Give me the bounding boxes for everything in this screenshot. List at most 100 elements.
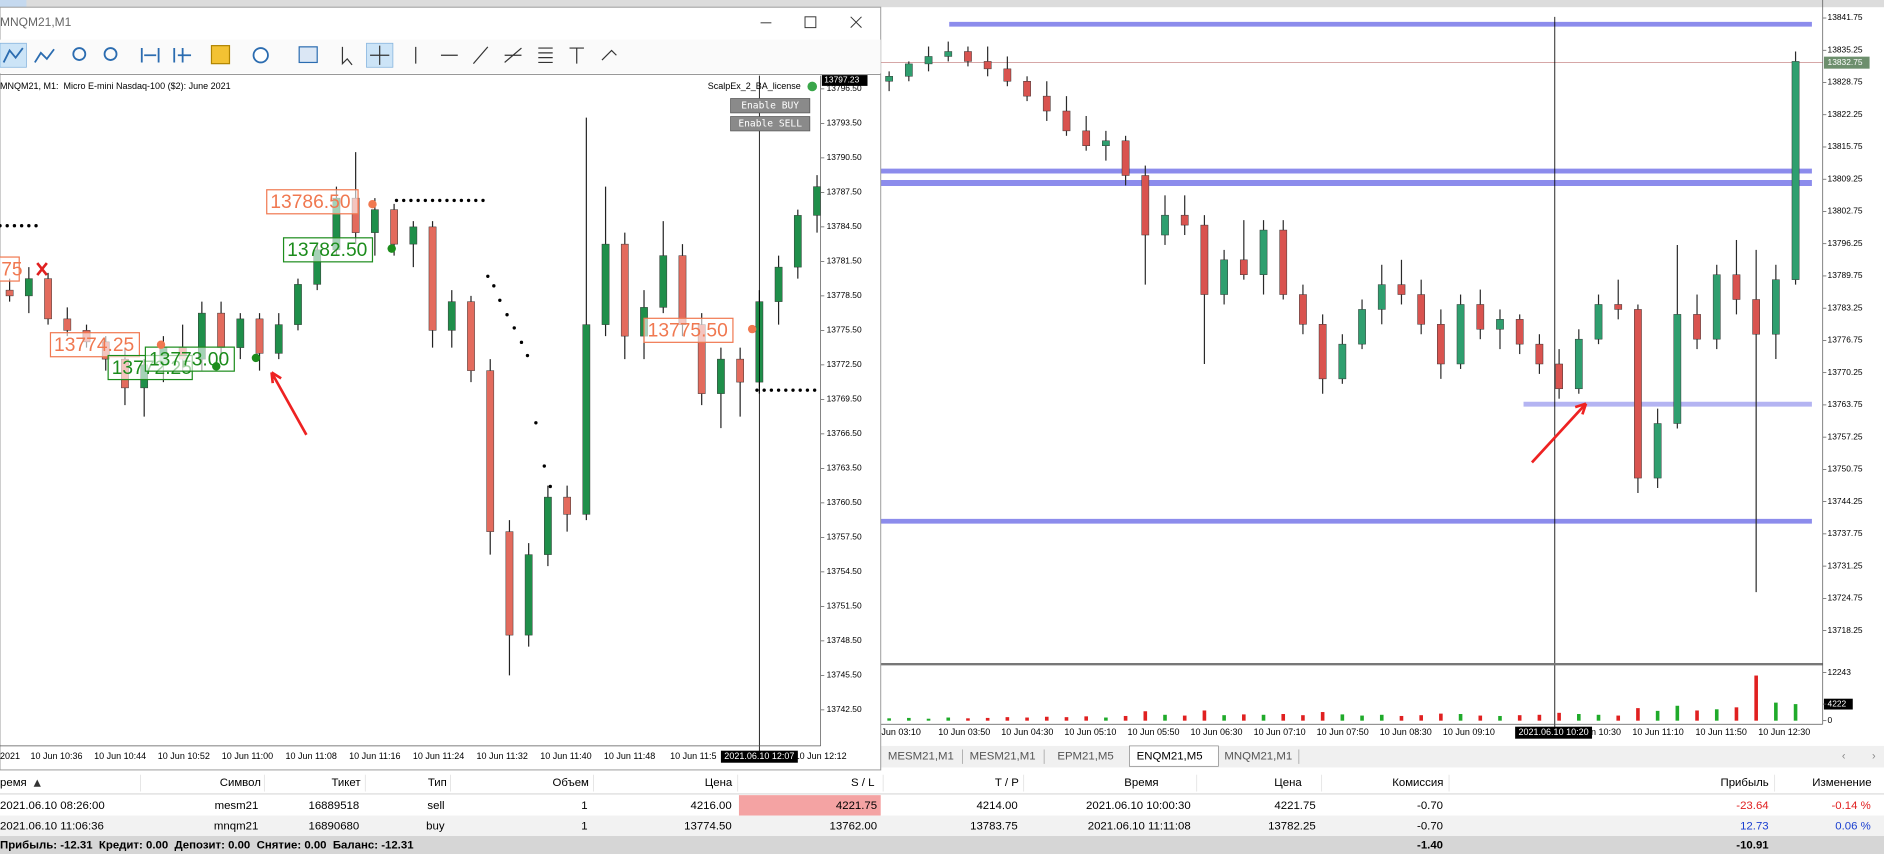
stop-dot xyxy=(798,388,802,392)
ea-button-label[interactable]: Enable SELL xyxy=(738,119,802,130)
crosshair-time: 2021.06.10 12:07 xyxy=(724,751,794,761)
y-tick-label: 13744.25 xyxy=(1828,496,1863,506)
candle-body xyxy=(793,215,802,268)
y-tick-label: 13787.50 xyxy=(827,187,862,197)
stop-dot xyxy=(430,198,435,203)
column-header[interactable]: Цена xyxy=(705,777,733,789)
ea-button[interactable] xyxy=(730,98,811,114)
x-tick-label: 10 Jun 05:10 xyxy=(1064,727,1116,737)
toolbar-icon[interactable] xyxy=(298,46,318,64)
table-cell: 13782.25 xyxy=(1268,820,1316,832)
toolbar-icon[interactable] xyxy=(504,47,553,64)
column-header[interactable]: T / P xyxy=(995,777,1019,789)
toolbar-icon[interactable] xyxy=(140,48,160,63)
table-cell: 13762.00 xyxy=(830,820,878,832)
candle-body xyxy=(467,301,475,371)
toolbar-icon[interactable] xyxy=(72,47,87,61)
candle-body xyxy=(1062,110,1071,132)
toolbar-icon[interactable] xyxy=(415,46,489,65)
y-tick-label: 13750.75 xyxy=(1828,464,1863,474)
candle-body xyxy=(1594,304,1603,340)
volume-bar xyxy=(1577,714,1581,721)
toolbar-icon[interactable] xyxy=(210,45,231,65)
candle-body xyxy=(1752,299,1761,335)
column-header[interactable]: Цена xyxy=(1274,777,1302,789)
ea-button[interactable] xyxy=(730,116,811,132)
order-dot xyxy=(212,362,221,371)
table-cell: 0.06 % xyxy=(1835,820,1871,832)
y-tick-label: 13751.50 xyxy=(827,601,862,611)
x-tick-label: 10 Jun 11:40 xyxy=(540,751,591,761)
candle-body xyxy=(1712,274,1721,340)
tab[interactable]: MESM21,M1 xyxy=(888,751,954,763)
table-cell: -0.70 xyxy=(1417,820,1443,832)
column-header[interactable]: Тип xyxy=(428,777,447,789)
stop-dot xyxy=(402,198,406,203)
toolbar-icon[interactable] xyxy=(569,47,617,64)
stop-dot xyxy=(805,388,810,392)
table-row[interactable] xyxy=(0,795,1884,816)
toolbar-icon[interactable] xyxy=(252,47,269,64)
y-tick-label: 13796.50 xyxy=(827,83,862,93)
column-header[interactable]: Прибыль xyxy=(1720,777,1768,789)
toolbar-icon[interactable] xyxy=(34,48,55,63)
column-header[interactable]: Время xyxy=(1124,777,1158,789)
volume-bar xyxy=(1104,717,1108,721)
candle-body xyxy=(63,318,72,331)
toolbar-icon[interactable] xyxy=(370,45,390,65)
tab[interactable]: MESM21,M1 xyxy=(970,751,1036,763)
annotation-arrow xyxy=(1530,402,1588,464)
candle-body xyxy=(1161,214,1169,236)
x-tick-label: 10 Jun 11:00 xyxy=(222,751,273,761)
ea-button-label[interactable]: Enable BUY xyxy=(741,101,799,112)
volume-bar xyxy=(1419,715,1423,721)
volume-pane xyxy=(887,675,1798,721)
close-button[interactable] xyxy=(850,16,862,28)
volume-bar xyxy=(1478,715,1483,721)
column-header[interactable]: Комиссия xyxy=(1392,777,1443,789)
table-cell: -0.14 % xyxy=(1831,800,1870,812)
tab[interactable]: EPM21,M5 xyxy=(1057,751,1113,763)
toolbar-icon[interactable] xyxy=(2,47,24,63)
volume-bar xyxy=(907,717,911,721)
candle-body xyxy=(717,358,725,394)
tab[interactable]: MNQM21,M1 xyxy=(1224,751,1292,763)
column-header[interactable]: ремя xyxy=(0,777,27,789)
tool-active[interactable] xyxy=(0,42,27,68)
candle-body xyxy=(1121,140,1130,176)
y-tick-label: 13731.25 xyxy=(1828,560,1863,570)
maximize-button[interactable] xyxy=(804,16,817,29)
column-header[interactable]: Тикет xyxy=(331,777,361,789)
column-header[interactable]: Объем xyxy=(553,777,590,789)
volume-bar xyxy=(1281,714,1286,721)
column-header[interactable]: Изменение xyxy=(1812,777,1871,789)
toolbar-icon[interactable] xyxy=(173,48,192,63)
stop-dot xyxy=(776,388,781,392)
table-header-bg xyxy=(0,771,1884,794)
y-tick-label: 13776.75 xyxy=(1828,335,1863,345)
table-cell: 2021.06.10 11:06:36 xyxy=(0,820,104,832)
volume-bar xyxy=(1695,710,1699,721)
x-tick-label: 10 Jun 10:52 xyxy=(158,751,210,761)
current-price-box xyxy=(1823,56,1870,69)
candle-body xyxy=(1180,214,1189,226)
y-tick-label: 13766.50 xyxy=(827,428,862,438)
candle-body xyxy=(983,61,992,70)
y-tick-label: 13737.75 xyxy=(1828,528,1863,538)
current-price-label: 13797.23 xyxy=(824,75,859,85)
indicator-dot xyxy=(505,313,509,317)
toolbar-icon[interactable] xyxy=(103,47,118,61)
column-header[interactable]: Символ xyxy=(220,777,261,789)
sort-arrow xyxy=(33,779,41,787)
volume-bar xyxy=(1242,714,1246,721)
table-row[interactable] xyxy=(0,815,1884,836)
volume-bar xyxy=(1793,704,1798,721)
candle-body xyxy=(1141,175,1150,236)
order-dot xyxy=(747,324,757,334)
x-tick-label: 10 Jun 11:08 xyxy=(285,751,336,761)
column-header[interactable]: S / L xyxy=(851,777,874,789)
toolbar-icon[interactable] xyxy=(341,46,353,66)
tab[interactable]: ENQM21,M5 xyxy=(1137,751,1203,763)
timeframe-active xyxy=(0,0,27,8)
table-cell: 2021.06.10 10:00:30 xyxy=(1086,800,1191,812)
